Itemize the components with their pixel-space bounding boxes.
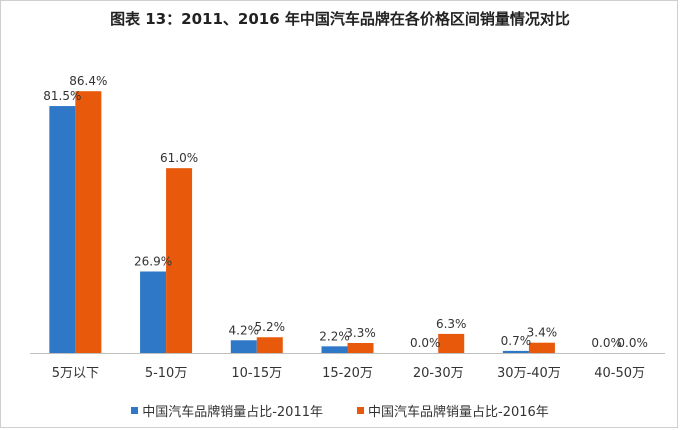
- value-label-2016-3: 3.3%: [345, 326, 376, 340]
- value-label-2011-3: 2.2%: [319, 329, 350, 343]
- value-label-2011-4: 0.0%: [410, 336, 441, 350]
- bar-2011-3: [321, 346, 348, 353]
- value-label-2011-6: 0.0%: [591, 336, 622, 350]
- bar-2016-5: [528, 342, 555, 353]
- x-tick-label-4: 20-30万: [413, 366, 464, 381]
- bar-2011-2: [230, 340, 257, 353]
- x-tick-label-1: 5-10万: [145, 366, 188, 381]
- legend-item-2016: 中国汽车品牌销量占比-2016年: [357, 401, 549, 420]
- legend-label-2016: 中国汽车品牌销量占比-2016年: [368, 405, 549, 420]
- bar-2016-3: [347, 343, 374, 353]
- value-labels-layer: 81.5%86.4% 26.9% 61.0% 4.2%5.2% 2.2%3.3% 0.0%…: [43, 74, 648, 350]
- legend-label-2011: 中国汽车品牌销量占比-2011年: [142, 405, 323, 420]
- value-label-2011-5: 0.7%: [501, 334, 532, 348]
- value-label-2016-1: 61.0%: [160, 151, 198, 165]
- bar-2016-0: [75, 91, 102, 353]
- legend-item-2011: 中国汽车品牌销量占比-2011年: [131, 401, 323, 420]
- bar-2016-2: [256, 337, 283, 353]
- value-label-2011-0: 81.5%: [43, 89, 81, 103]
- x-tick-label-5: 30万-40万: [497, 366, 561, 381]
- value-label-2011-2: 4.2%: [229, 323, 260, 337]
- chart-legend: 中国汽车品牌销量占比-2011年 中国汽车品牌销量占比-2016年: [0, 401, 680, 420]
- legend-swatch-2016: [357, 407, 364, 414]
- bar-2011-1: [140, 271, 167, 353]
- value-label-2016-4: 6.3%: [436, 317, 467, 331]
- bar-2011-5: [502, 350, 529, 353]
- x-tick-label-0: 5万以下: [52, 366, 99, 381]
- legend-swatch-2011: [131, 407, 139, 414]
- x-tick-labels-layer: 5万以下 5-10万 10-15万 15-20万 20-30万 30万-40万 40-50万: [52, 366, 645, 381]
- value-label-2016-5: 3.4%: [527, 326, 558, 340]
- bars-layer: [49, 91, 555, 354]
- value-label-2016-6: 0.0%: [617, 336, 648, 350]
- bar-chart: 81.5%86.4% 26.9% 61.0% 4.2%5.2% 2.2%3.3% 0.0%…: [30, 74, 665, 381]
- x-tick-label-3: 15-20万: [322, 366, 373, 381]
- x-tick-label-2: 10-15万: [231, 366, 282, 381]
- chart-title: 图表 13：2011、2016 年中国汽车品牌在各价格区间销量情况对比: [110, 10, 570, 28]
- bar-2016-4: [438, 333, 465, 353]
- value-label-2016-2: 5.2%: [255, 320, 286, 334]
- value-label-2016-0: 86.4%: [69, 74, 107, 88]
- bar-2016-1: [166, 168, 193, 353]
- x-tick-label-6: 40-50万: [594, 366, 645, 381]
- bar-2011-0: [49, 106, 76, 354]
- value-label-2011-1: 26.9%: [134, 254, 172, 268]
